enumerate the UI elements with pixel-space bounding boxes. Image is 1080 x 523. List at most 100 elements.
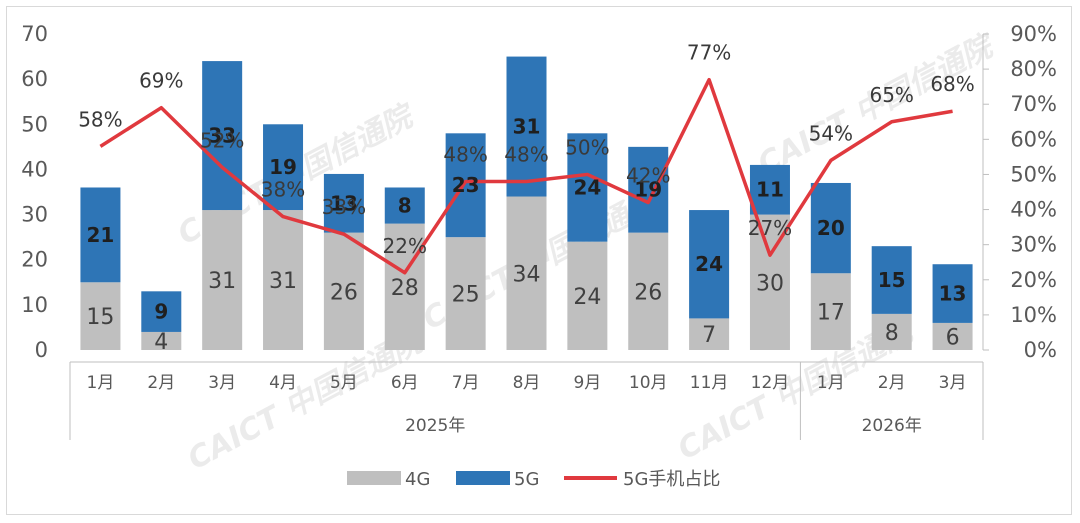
data-label-5g: 19	[269, 155, 297, 179]
ratio-label: 54%	[809, 121, 853, 145]
right-axis-tick: 30%	[1010, 233, 1057, 257]
left-axis-tick: 60	[21, 67, 48, 91]
right-axis-tick: 70%	[1010, 92, 1057, 116]
left-axis-tick: 20	[21, 248, 48, 272]
right-axis-tick: 40%	[1010, 198, 1057, 222]
x-axis-tick: 5月	[330, 373, 358, 393]
right-axis-tick: 60%	[1010, 127, 1057, 151]
bar-4g	[323, 232, 364, 350]
bar-4g	[871, 313, 912, 350]
data-label-5g: 13	[939, 282, 967, 306]
data-label-5g: 33	[208, 124, 236, 148]
x-axis-group-label: 2026年	[862, 416, 922, 436]
bar-5g	[263, 124, 304, 211]
x-axis-tick: 3月	[939, 373, 967, 393]
ratio-line	[99, 77, 953, 275]
x-axis-tick: 7月	[452, 373, 480, 393]
data-labels: 15 21 4 9 31 33 31 19 26 13 28 8 25 23 34 31 24 24 26 19 7 24…	[78, 41, 975, 355]
data-label-4g: 4	[154, 330, 168, 355]
legend: 4G 5G 5G手机占比	[347, 469, 720, 490]
bar-5g	[628, 146, 669, 233]
ratio-label: 33%	[322, 195, 366, 219]
ratio-label: 27%	[748, 216, 792, 240]
ratio-label: 48%	[443, 142, 487, 166]
data-label-4g: 6	[946, 325, 960, 350]
data-label-4g: 31	[208, 269, 236, 294]
ratio-label: 58%	[78, 107, 122, 131]
bar-5g	[689, 210, 730, 319]
ratio-label: 22%	[383, 234, 427, 258]
x-axis-tick: 8月	[513, 373, 541, 393]
left-axis-tick: 40	[21, 157, 48, 181]
data-label-4g: 31	[269, 269, 297, 294]
bar-4g	[628, 232, 669, 350]
bar-4g	[810, 273, 851, 350]
bar-4g	[445, 237, 486, 350]
bar-5g	[871, 246, 912, 314]
ratio-label: 65%	[869, 83, 913, 107]
ratio-label: 68%	[930, 72, 974, 96]
ratio-label: 52%	[200, 128, 244, 152]
x-axis-group-label: 2025年	[405, 416, 465, 436]
bar-4g	[689, 318, 730, 350]
data-label-4g: 8	[885, 321, 899, 346]
ratio-label: 50%	[565, 135, 609, 159]
bar-5g	[384, 187, 425, 224]
data-label-5g: 15	[878, 268, 906, 292]
data-label-4g: 25	[452, 283, 480, 308]
data-label-4g: 26	[634, 280, 662, 305]
bar-5g	[567, 133, 608, 242]
x-axis-tick: 2月	[878, 373, 906, 393]
data-label-5g: 8	[398, 194, 412, 218]
data-label-5g: 19	[634, 178, 662, 202]
axes: 0 10 20 30 40 50 60 70 0% 10% 20% 30% 40% 50% 60% 70% 80…	[21, 22, 1057, 440]
ratio-label: 38%	[261, 178, 305, 202]
x-axis-tick: 6月	[391, 373, 419, 393]
data-label-4g: 26	[330, 280, 358, 305]
bar-5g	[810, 182, 851, 274]
bar-4g	[567, 241, 608, 350]
data-label-5g: 13	[330, 191, 358, 215]
data-label-5g: 11	[756, 178, 784, 202]
x-axis-tick: 1月	[817, 373, 845, 393]
right-axis-tick: 20%	[1010, 268, 1057, 292]
ratio-label: 69%	[139, 69, 183, 93]
data-label-5g: 23	[452, 173, 480, 197]
data-label-4g: 30	[756, 271, 784, 296]
right-axis-tick: 80%	[1010, 57, 1057, 81]
bar-5g	[202, 61, 243, 211]
bar-5g	[506, 56, 547, 197]
data-label-5g: 24	[695, 252, 723, 276]
legend-label-4g: 4G	[405, 469, 430, 490]
x-axis-tick: 2月	[147, 373, 175, 393]
legend-label-ratio: 5G手机占比	[623, 469, 720, 490]
x-axis-tick: 4月	[269, 373, 297, 393]
data-label-4g: 7	[702, 323, 716, 348]
ratio-label: 42%	[626, 164, 670, 188]
bar-5g	[80, 187, 121, 283]
data-label-5g: 20	[817, 216, 845, 240]
x-axis-tick: 3月	[208, 373, 236, 393]
ratio-label: 48%	[504, 142, 548, 166]
left-axis-tick: 50	[21, 112, 48, 136]
x-axis-tick: 1月	[87, 373, 115, 393]
legend-swatch-4g	[347, 471, 401, 485]
data-label-5g: 9	[154, 300, 168, 324]
left-axis-tick: 10	[21, 293, 48, 317]
bar-4g	[202, 210, 243, 350]
bar-4g	[506, 196, 547, 350]
bar-5g	[141, 291, 182, 332]
legend-label-5g: 5G	[514, 469, 539, 490]
bar-5g	[932, 264, 973, 323]
left-axis-tick: 70	[21, 22, 48, 46]
data-label-4g: 17	[817, 301, 845, 326]
bar-5g	[323, 173, 364, 233]
left-axis-tick: 0	[35, 338, 48, 362]
data-label-5g: 24	[573, 175, 601, 199]
bar-4g	[80, 282, 121, 350]
left-axis-tick: 30	[21, 203, 48, 227]
x-axis-tick: 9月	[573, 373, 601, 393]
x-axis-tick: 12月	[751, 373, 790, 393]
right-axis-tick: 0%	[1024, 338, 1057, 362]
